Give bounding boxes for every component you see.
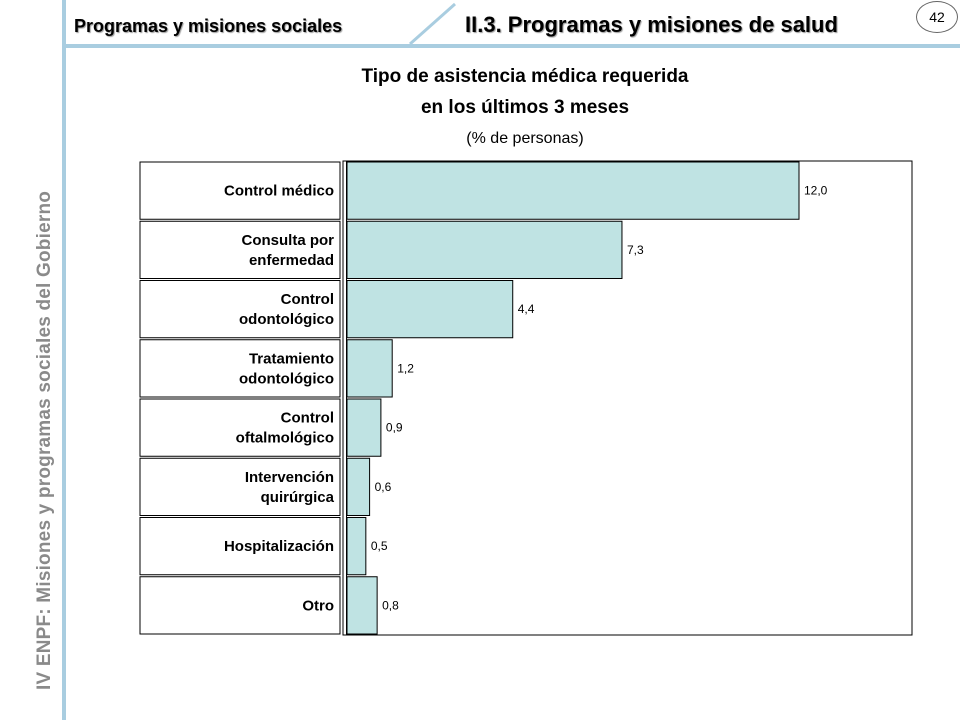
chart-subtitle: (% de personas)	[466, 130, 584, 147]
data-label: 1,2	[397, 361, 414, 375]
category-label: Control	[281, 410, 334, 427]
category-label: Intervención	[245, 469, 334, 486]
category-label: odontológico	[239, 311, 334, 328]
plot-frame	[342, 160, 913, 636]
category-label: enfermedad	[249, 252, 334, 269]
bar	[346, 517, 367, 576]
category-label-box	[139, 576, 341, 635]
data-label: 0,6	[375, 480, 392, 494]
category-label: odontológico	[239, 370, 334, 387]
category-label-box	[139, 517, 341, 576]
data-label: 7,3	[627, 243, 644, 257]
chart-row: Tratamiento odontológico 1,2	[139, 339, 414, 398]
section-title: Programas y misiones sociales	[74, 16, 343, 36]
data-label: 4,4	[518, 302, 535, 316]
category-label: Tratamiento	[249, 350, 334, 367]
bar	[346, 398, 382, 457]
bar	[346, 457, 371, 516]
chart-rows: Control médico 12,0 Consulta por enfermedad…	[139, 161, 828, 635]
bar	[346, 161, 800, 220]
category-label-box	[139, 220, 341, 279]
sidebar-accent-band	[62, 0, 66, 720]
category-label: quirúrgica	[261, 489, 335, 506]
bar	[346, 220, 623, 279]
page-number-badge: 42	[916, 1, 958, 33]
bar	[346, 339, 393, 398]
chart-row: Control odontológico 4,4	[139, 280, 535, 339]
data-label: 0,8	[382, 598, 399, 612]
chart-row: Intervención quirúrgica 0,6	[139, 457, 392, 516]
category-label: Hospitalización	[224, 538, 334, 555]
category-label: oftalmológico	[236, 430, 334, 447]
header-accent-band	[62, 44, 960, 48]
bar	[346, 280, 514, 339]
header-diagonal-divider	[409, 2, 456, 46]
data-label: 0,9	[386, 421, 403, 435]
category-label: Consulta por	[242, 232, 335, 249]
category-label: Otro	[302, 597, 334, 614]
category-label-box	[139, 161, 341, 220]
category-label-box	[139, 280, 341, 339]
data-label: 12,0	[804, 184, 828, 198]
chapter-title: II.3. Programas y misiones de salud	[465, 12, 838, 37]
chart-row: Consulta por enfermedad 7,3	[139, 220, 644, 279]
chart-title: Tipo de asistencia médica requerida	[361, 66, 689, 87]
chart-row: Control médico 12,0	[139, 161, 828, 220]
chart-row: Hospitalización 0,5	[139, 517, 388, 576]
chart-row: Control oftalmológico 0,9	[139, 398, 403, 457]
category-label-box	[139, 457, 341, 516]
data-label: 0,5	[371, 539, 388, 553]
chart-row: Otro 0,8	[139, 576, 399, 635]
category-label: Control	[281, 291, 334, 308]
category-label: Control médico	[224, 183, 334, 200]
bar	[346, 576, 378, 635]
category-label-box	[139, 398, 341, 457]
chart-title-line-2: en los últimos 3 meses	[420, 97, 630, 118]
category-label-box	[139, 339, 341, 398]
